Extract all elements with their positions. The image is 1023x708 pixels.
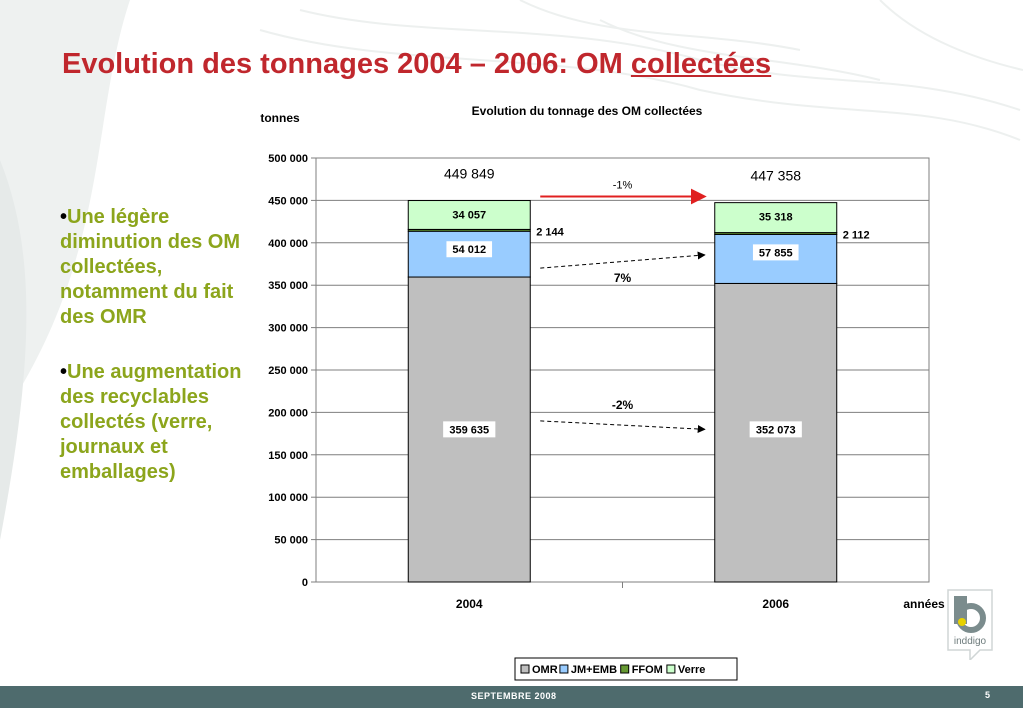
legend-swatch xyxy=(666,664,676,674)
legend-swatch xyxy=(559,664,569,674)
bullet-text-2: Une augmentation des recyclables collect… xyxy=(60,361,242,483)
data-label: 35 318 xyxy=(759,212,793,224)
y-axis-label: tonnes xyxy=(260,111,300,125)
legend-label: FFOM xyxy=(632,664,663,676)
bullet-item-2: •Une augmentation des recyclables collec… xyxy=(60,360,260,485)
x-axis-label: années xyxy=(903,597,945,611)
data-label-box xyxy=(446,206,493,223)
legend-label: OMR xyxy=(532,664,558,676)
legend-swatch xyxy=(520,664,530,674)
data-label: 54 012 xyxy=(452,244,486,256)
data-label: 352 073 xyxy=(756,424,796,436)
y-tick-label: 300 000 xyxy=(268,323,308,335)
data-label-box xyxy=(752,244,799,261)
annotations: -1% 7% -2% xyxy=(540,180,707,433)
y-tick-label: 50 000 xyxy=(274,535,308,547)
trend-label-jm-emb: 7% xyxy=(614,271,632,285)
data-label-box xyxy=(446,241,493,258)
bar-total-label: 447 358 xyxy=(750,168,801,184)
y-tick-label: 250 000 xyxy=(268,365,308,377)
data-label: 359 635 xyxy=(449,424,489,436)
stacked-bar-chart: Evolution du tonnage des OM collectées t… xyxy=(260,104,945,681)
bullet-item-1: •Une légère diminution des OM collectées… xyxy=(60,205,260,330)
legend-label: JM+EMB xyxy=(571,664,617,676)
logo-text: inddigo xyxy=(953,636,987,647)
bullet-text-1: Une légère diminution des OM collectées,… xyxy=(60,206,240,328)
y-axis-ticks: 0 50 000 100 000 150 000 200 000 250 000 300 0… xyxy=(268,153,316,589)
data-label: 34 057 xyxy=(452,210,486,222)
footer-date: SEPTEMBRE 2008 xyxy=(471,691,557,701)
x-tick-label: 2004 xyxy=(456,597,483,611)
bar-total-label: 449 849 xyxy=(444,166,495,182)
bullet-list: •Une légère diminution des OM collectées… xyxy=(60,205,260,515)
data-label-box xyxy=(752,208,799,225)
data-label: 2 112 xyxy=(843,229,870,241)
data-label-box xyxy=(443,421,496,438)
footer-bar: SEPTEMBRE 2008 5 xyxy=(0,686,1023,708)
y-tick-label: 500 000 xyxy=(268,153,308,165)
y-tick-label: 0 xyxy=(302,577,308,589)
y-tick-label: 100 000 xyxy=(268,492,308,504)
legend: OMR JM+EMB FFOM Verre xyxy=(514,657,738,681)
bullet-marker: • xyxy=(60,206,68,228)
legend-swatch xyxy=(620,664,630,674)
y-tick-label: 150 000 xyxy=(268,450,308,462)
y-tick-label: 400 000 xyxy=(268,238,308,250)
y-tick-label: 200 000 xyxy=(268,407,308,419)
data-label-box xyxy=(749,421,802,438)
company-logo: inddigo xyxy=(944,588,996,662)
data-label: 57 855 xyxy=(759,247,793,259)
trend-label-total: -1% xyxy=(613,180,633,192)
y-tick-label: 350 000 xyxy=(268,280,308,292)
legend-label: Verre xyxy=(678,664,706,676)
bar-labels: 449 849 447 358 359 635 352 073 54 012 57 855… xyxy=(443,166,870,438)
x-tick-label: 2006 xyxy=(762,597,789,611)
page-number: 5 xyxy=(985,690,991,700)
slide-title: Evolution des tonnages 2004 – 2006: OM c… xyxy=(62,48,772,80)
x-axis-ticks: 2004 2006 xyxy=(456,582,789,611)
slide-title-underlined: collectées xyxy=(630,48,772,80)
chart-title: Evolution du tonnage des OM collectées xyxy=(472,104,703,118)
trend-label-omr: -2% xyxy=(612,398,634,412)
y-tick-label: 450 000 xyxy=(268,195,308,207)
data-label: 2 144 xyxy=(536,226,564,238)
bullet-marker: • xyxy=(60,361,68,383)
